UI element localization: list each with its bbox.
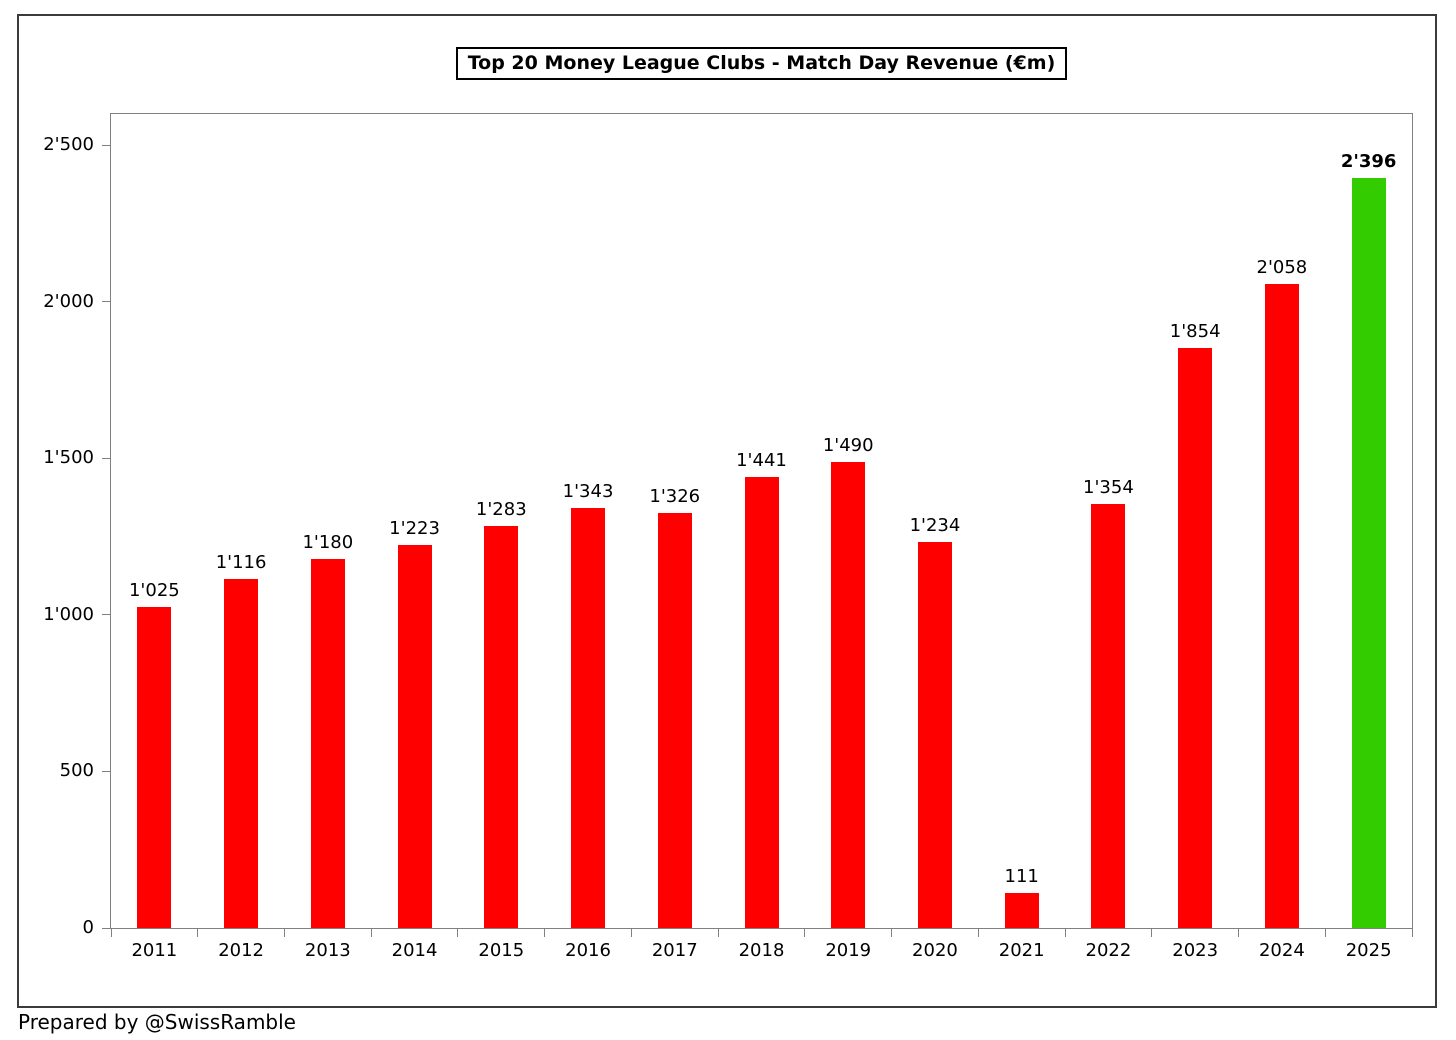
bar-2020 — [917, 541, 952, 928]
bar-value-label-2016: 1'343 — [562, 480, 614, 502]
x-axis-tick — [717, 929, 719, 937]
x-axis-label-2022: 2022 — [1085, 940, 1132, 961]
x-axis-label-2011: 2011 — [131, 940, 178, 961]
x-axis-label-2023: 2023 — [1172, 940, 1219, 961]
bar-value-label-2011: 1'025 — [128, 580, 180, 602]
y-axis-tick-label: 500 — [59, 760, 94, 782]
y-axis-tick-label: 0 — [82, 917, 94, 938]
x-axis-tick — [197, 929, 199, 937]
x-axis-tick — [283, 929, 285, 937]
chart-title: Top 20 Money League Clubs - Match Day Re… — [455, 47, 1068, 80]
x-axis-tick — [804, 929, 806, 937]
bar-value-label-2022: 1'354 — [1083, 477, 1134, 499]
y-axis-tick — [102, 301, 110, 303]
bar-2015 — [484, 526, 519, 928]
bar-value-label-2020: 1'234 — [909, 514, 961, 536]
y-axis-tick-label: 1'000 — [43, 603, 94, 625]
footer-credit: Prepared by @SwissRamble — [18, 1010, 296, 1034]
y-axis-tick-label: 2'500 — [43, 134, 94, 156]
y-axis-tick — [102, 927, 110, 929]
x-axis-label-2024: 2024 — [1258, 940, 1305, 961]
bar-value-label-2015: 1'283 — [475, 499, 527, 521]
y-axis-tick-label: 2'000 — [43, 290, 94, 312]
x-axis-tick — [1151, 929, 1153, 937]
y-axis-tick — [102, 457, 110, 459]
x-axis-label-2014: 2014 — [391, 940, 438, 961]
bar-value-label-2014: 1'223 — [389, 518, 440, 540]
bar-2013 — [310, 558, 345, 928]
bar-2023 — [1178, 347, 1213, 928]
y-axis-tick — [102, 144, 110, 146]
y-axis-tick — [102, 614, 110, 616]
x-axis-tick — [630, 929, 632, 937]
x-axis-label-2025: 2025 — [1345, 940, 1392, 961]
x-axis-tick — [457, 929, 459, 937]
bar-value-label-2012: 1'116 — [215, 551, 267, 573]
x-axis-label-2013: 2013 — [304, 940, 351, 961]
chart-title-row: Top 20 Money League Clubs - Match Day Re… — [110, 47, 1413, 80]
plot-area: 0 500 1'000 1'500 2'000 2'500 1'025 2011 1'116 20… — [43, 113, 1413, 961]
bar-value-label-2021: 111 — [1004, 866, 1039, 888]
bar-2017 — [657, 512, 692, 928]
x-axis-tick — [544, 929, 546, 937]
x-axis-tick — [977, 929, 979, 937]
x-axis-label-2018: 2018 — [738, 940, 785, 961]
bar-2016 — [571, 507, 606, 928]
bar-2014 — [397, 545, 432, 928]
bar-2022 — [1091, 504, 1126, 928]
x-axis-tick — [370, 929, 372, 937]
x-axis-tick — [891, 929, 893, 937]
chart-frame: Top 20 Money League Clubs - Match Day Re… — [17, 14, 1437, 1008]
bar-value-label-2025: 2'396 — [1340, 150, 1397, 172]
x-axis-label-2020: 2020 — [912, 940, 958, 961]
x-axis-tick — [1238, 929, 1240, 937]
x-axis-label-2015: 2015 — [478, 940, 525, 961]
bar-2012 — [224, 578, 259, 928]
bar-2019 — [831, 461, 866, 928]
x-axis-tick — [110, 929, 112, 937]
x-axis-tick — [1411, 929, 1413, 937]
bar-2025 — [1351, 177, 1386, 928]
y-axis-tick-label: 1'500 — [43, 447, 94, 469]
x-axis-tick — [1324, 929, 1326, 937]
bar-value-label-2019: 1'490 — [822, 434, 874, 456]
bar-value-label-2024: 2'058 — [1256, 256, 1308, 278]
bar-value-label-2023: 1'854 — [1169, 320, 1221, 342]
bar-2011 — [137, 607, 172, 928]
bar-value-label-2017: 1'326 — [649, 485, 701, 507]
x-axis-tick — [1064, 929, 1066, 937]
x-axis-label-2017: 2017 — [651, 940, 698, 961]
bar-2021 — [1004, 893, 1039, 928]
bar-value-label-2013: 1'180 — [302, 531, 354, 553]
x-axis-label-2012: 2012 — [218, 940, 264, 961]
x-axis-label-2019: 2019 — [825, 940, 872, 961]
x-axis-label-2016: 2016 — [565, 940, 611, 961]
x-axis-label-2021: 2021 — [998, 940, 1045, 961]
y-axis-tick — [102, 770, 110, 772]
bar-2018 — [744, 476, 779, 928]
bar-value-label-2018: 1'441 — [736, 449, 787, 471]
bar-2024 — [1264, 283, 1299, 928]
